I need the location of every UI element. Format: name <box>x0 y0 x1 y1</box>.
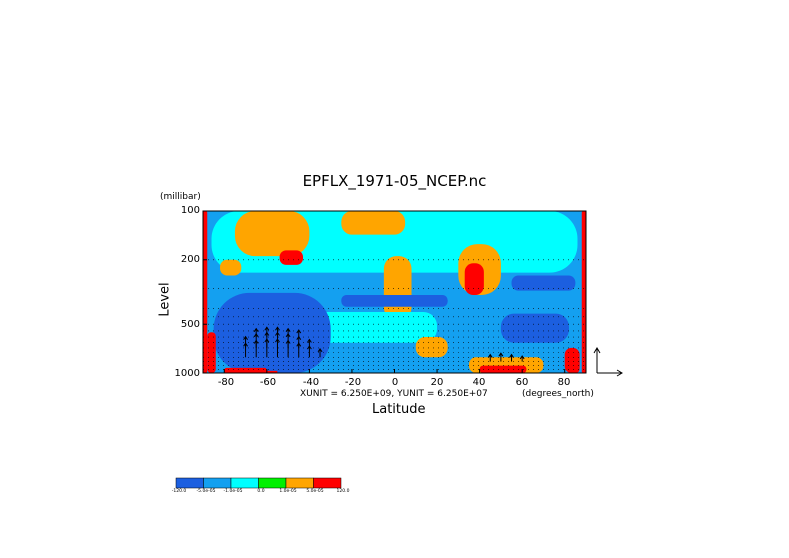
colorbar-swatch <box>258 477 287 489</box>
contour-region <box>511 275 576 291</box>
contour-region <box>415 337 448 358</box>
x-tick-label: 20 <box>430 377 444 388</box>
flux-vector-head <box>317 347 323 353</box>
colorbar-label: 120.0 <box>336 489 350 494</box>
y-axis-unit: (millibar) <box>160 192 201 202</box>
flux-vector-head <box>253 327 259 332</box>
flux-vector-head <box>519 355 525 360</box>
x-tick-label: -40 <box>302 377 320 388</box>
x-tick-label: 80 <box>557 377 571 388</box>
contour-region <box>464 263 484 295</box>
contour-region <box>581 211 586 373</box>
contour-region <box>500 313 569 343</box>
colorbar-swatches <box>175 477 342 489</box>
colorbar-swatch <box>285 477 314 489</box>
y-tick-label: 1000 <box>174 368 200 379</box>
colorbar-label: 0.0 <box>257 489 265 494</box>
contour-region <box>258 370 278 373</box>
contour-region <box>341 294 448 307</box>
x-axis-unit: (degrees_north) <box>522 389 594 399</box>
x-tick-label: 0 <box>391 377 399 388</box>
contour-region <box>213 292 331 373</box>
colorbar-label: -5.0e-05 <box>196 489 216 494</box>
x-tick-label: -20 <box>344 377 362 388</box>
colorbar-swatch <box>203 477 232 489</box>
colorbar-label: -1.0e-05 <box>223 489 243 494</box>
colorbar-label: 5.0e-05 <box>306 489 324 494</box>
y-tick-label: 500 <box>180 319 200 330</box>
y-tick-label: 100 <box>180 205 200 216</box>
contour-region <box>203 211 208 373</box>
colorbar-label: -120.0 <box>171 489 187 494</box>
x-tick-label: 40 <box>472 377 486 388</box>
flux-vector-head <box>498 352 504 357</box>
vector-scale-note: XUNIT = 6.250E+09, YUNIT = 6.250E+07 <box>300 389 488 399</box>
colorbar-label: 1.0e-05 <box>279 489 297 494</box>
contour-region <box>485 369 518 373</box>
colorbar-swatch <box>313 477 342 489</box>
contour-region <box>341 211 406 235</box>
x-tick-label: -80 <box>217 377 235 388</box>
flux-vector-head <box>306 338 312 343</box>
contour-region <box>228 370 246 373</box>
flux-vector-head <box>487 353 493 358</box>
colorbar-swatch <box>230 477 259 489</box>
flux-vector-head <box>296 329 302 334</box>
colorbar-swatch <box>175 477 204 489</box>
axis-ticks <box>203 210 566 374</box>
flux-vector-head <box>275 326 280 331</box>
flux-vector-head <box>243 335 248 340</box>
flux-vector-head <box>509 353 514 358</box>
x-tick-label: 60 <box>515 377 529 388</box>
contour-region <box>279 250 304 265</box>
x-tick-label: -60 <box>259 377 277 388</box>
contour-region <box>571 357 580 373</box>
contour-fills <box>203 211 586 373</box>
chart-title: EPFLX_1971-05_NCEP.nc <box>302 172 487 190</box>
flux-vectors <box>243 326 525 362</box>
y-tick-label: 200 <box>180 254 200 265</box>
x-axis-label: Latitude <box>372 402 426 417</box>
flux-vector-head <box>285 327 291 332</box>
contour-region <box>220 259 242 276</box>
reference-vector-icon <box>593 347 623 377</box>
flux-vector-head <box>264 326 270 331</box>
contour-region <box>234 211 310 257</box>
